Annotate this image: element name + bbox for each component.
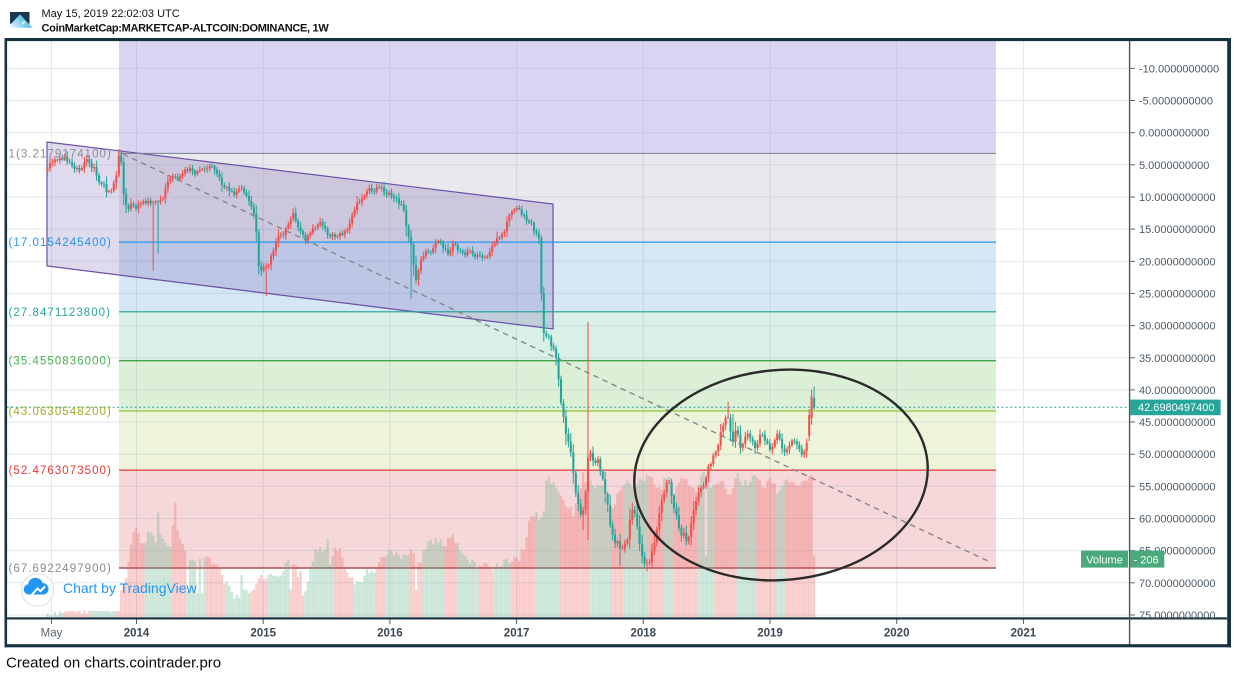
- svg-text:-5.0000000000: -5.0000000000: [1139, 96, 1213, 108]
- svg-text:45.0000000000: 45.0000000000: [1139, 417, 1215, 429]
- svg-text:- 206: - 206: [1134, 554, 1159, 566]
- svg-text:Chart by TradingView: Chart by TradingView: [63, 580, 197, 596]
- svg-text:(67.6922497900): (67.6922497900): [9, 563, 112, 575]
- svg-text:(52.4763073500): (52.4763073500): [9, 465, 112, 477]
- svg-text:2021: 2021: [1011, 628, 1037, 640]
- svg-text:(43.0630548200): (43.0630548200): [9, 406, 112, 418]
- svg-text:CoinMarketCap:MARKETCAP-ALTCOI: CoinMarketCap:MARKETCAP-ALTCOIN:DOMINANC…: [42, 22, 330, 34]
- svg-text:(35.4550836000): (35.4550836000): [9, 356, 112, 368]
- svg-text:2019: 2019: [757, 628, 783, 640]
- svg-text:35.0000000000: 35.0000000000: [1139, 353, 1215, 365]
- svg-text:55.0000000000: 55.0000000000: [1139, 481, 1215, 493]
- svg-text:-10.0000000000: -10.0000000000: [1139, 63, 1219, 75]
- svg-text:5.0000000000: 5.0000000000: [1139, 160, 1209, 172]
- svg-text:60.0000000000: 60.0000000000: [1139, 514, 1215, 526]
- svg-text:Volume: Volume: [1086, 554, 1123, 566]
- svg-text:(17.0154245400): (17.0154245400): [9, 237, 112, 249]
- svg-text:2016: 2016: [377, 628, 403, 640]
- svg-text:42.6980497400: 42.6980497400: [1138, 402, 1214, 414]
- svg-text:10.0000000000: 10.0000000000: [1139, 192, 1215, 204]
- svg-text:(27.8471123800): (27.8471123800): [9, 307, 112, 319]
- svg-text:15.0000000000: 15.0000000000: [1139, 224, 1215, 236]
- svg-text:May 15, 2019 22:02:03 UTC: May 15, 2019 22:02:03 UTC: [42, 8, 180, 20]
- svg-text:40.0000000000: 40.0000000000: [1139, 385, 1215, 397]
- svg-text:50.0000000000: 50.0000000000: [1139, 449, 1215, 461]
- svg-text:2020: 2020: [884, 628, 910, 640]
- svg-text:Created on charts.cointrader.p: Created on charts.cointrader.pro: [6, 655, 221, 672]
- svg-text:0.0000000000: 0.0000000000: [1139, 128, 1209, 140]
- svg-text:May: May: [41, 628, 63, 640]
- svg-text:2015: 2015: [250, 628, 276, 640]
- svg-text:25.0000000000: 25.0000000000: [1139, 288, 1215, 300]
- svg-text:70.0000000000: 70.0000000000: [1139, 578, 1215, 590]
- svg-text:30.0000000000: 30.0000000000: [1139, 321, 1215, 333]
- svg-text:2018: 2018: [631, 628, 657, 640]
- svg-text:1(3.2179174100): 1(3.2179174100): [9, 148, 112, 160]
- svg-text:2017: 2017: [504, 628, 530, 640]
- svg-text:20.0000000000: 20.0000000000: [1139, 256, 1215, 268]
- svg-text:75.0000000000: 75.0000000000: [1139, 610, 1215, 622]
- svg-text:2014: 2014: [124, 628, 150, 640]
